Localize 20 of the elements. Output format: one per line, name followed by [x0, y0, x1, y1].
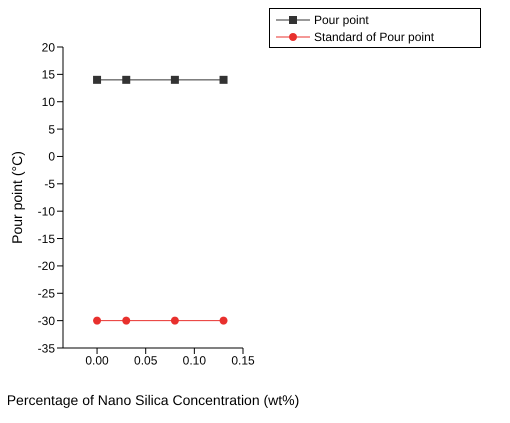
x-tick-label: 0.00	[85, 354, 110, 368]
legend-label: Pour point	[314, 12, 369, 26]
y-tick-label: -35	[38, 341, 56, 356]
y-tick-label: -25	[38, 286, 56, 301]
y-tick-label: 10	[42, 94, 56, 109]
y-tick-label: 0	[48, 150, 56, 164]
y-tick-label: -10	[38, 204, 56, 218]
y-tick-label: 20	[42, 40, 56, 54]
y-axis-title: Pour point (°C)	[9, 151, 25, 244]
y-tick-label: -20	[38, 259, 56, 274]
y-tick-label: -5	[44, 177, 56, 192]
y-tick-label: 5	[48, 122, 56, 136]
y-tick-label: -15	[38, 232, 56, 246]
x-tick-label: 0.15	[231, 354, 255, 368]
y-tick-label: -30	[38, 314, 56, 328]
legend-label: Standard of Pour point	[314, 30, 434, 44]
x-tick-label: 0.10	[182, 354, 206, 368]
x-tick-label: 0.05	[134, 354, 158, 368]
x-axis-title: Percentage of Nano Silica Concentration (wt%)	[6, 392, 300, 408]
y-tick-label: 15	[42, 68, 56, 82]
